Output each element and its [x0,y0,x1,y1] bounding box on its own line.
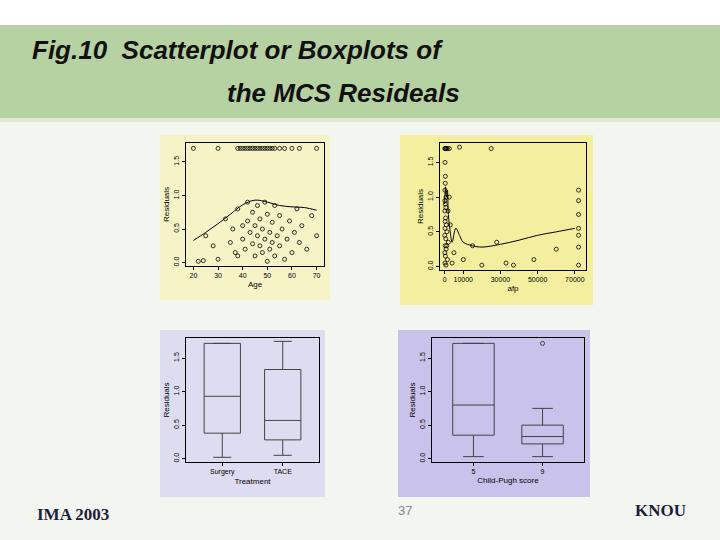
svg-text:Age: Age [248,280,263,289]
svg-text:70: 70 [313,272,321,279]
svg-text:70000: 70000 [565,276,585,283]
svg-text:Surgery: Surgery [210,468,235,476]
svg-text:Residuals: Residuals [162,382,171,417]
svg-text:0.5: 0.5 [427,226,434,236]
svg-text:IMA 2003: IMA 2003 [37,505,109,524]
svg-text:40: 40 [239,272,247,279]
svg-text:0.0: 0.0 [173,453,180,463]
svg-text:0.0: 0.0 [173,257,180,267]
svg-text:1.5: 1.5 [173,352,180,362]
svg-text:0.5: 0.5 [173,419,180,429]
svg-text:1.5: 1.5 [173,156,180,166]
svg-text:Residuals: Residuals [416,189,425,224]
svg-text:afp: afp [507,284,519,293]
svg-text:0.5: 0.5 [419,419,426,429]
svg-text:1.0: 1.0 [173,386,180,396]
svg-text:0.0: 0.0 [427,261,434,271]
svg-text:60: 60 [288,272,296,279]
svg-text:30000: 30000 [491,276,511,283]
svg-text:Fig.10 Scatterplot or Boxplot: Fig.10 Scatterplot or Boxplots of [32,35,443,65]
svg-text:10000: 10000 [454,276,474,283]
svg-text:30: 30 [214,272,222,279]
svg-text:TACE: TACE [274,468,292,475]
svg-text:1.5: 1.5 [419,352,426,362]
svg-text:20: 20 [189,272,197,279]
svg-text:Child-Pugh score: Child-Pugh score [477,476,539,485]
svg-text:1.0: 1.0 [173,189,180,199]
svg-text:1.0: 1.0 [427,191,434,201]
svg-text:50: 50 [263,272,271,279]
svg-text:Residuals: Residuals [408,382,417,417]
svg-text:37: 37 [398,503,412,518]
svg-text:the MCS Resideals: the MCS Resideals [227,78,460,108]
svg-text:1.5: 1.5 [427,156,434,166]
svg-text:1.0: 1.0 [419,386,426,396]
svg-text:0.0: 0.0 [419,453,426,463]
svg-text:0.5: 0.5 [173,223,180,233]
svg-text:9: 9 [541,468,545,475]
svg-text:Residuals: Residuals [162,187,171,222]
svg-text:5: 5 [471,468,475,475]
svg-text:KNOU: KNOU [635,501,686,520]
svg-text:0: 0 [443,276,447,283]
svg-text:Treatment: Treatment [234,477,271,486]
svg-text:50000: 50000 [528,276,548,283]
